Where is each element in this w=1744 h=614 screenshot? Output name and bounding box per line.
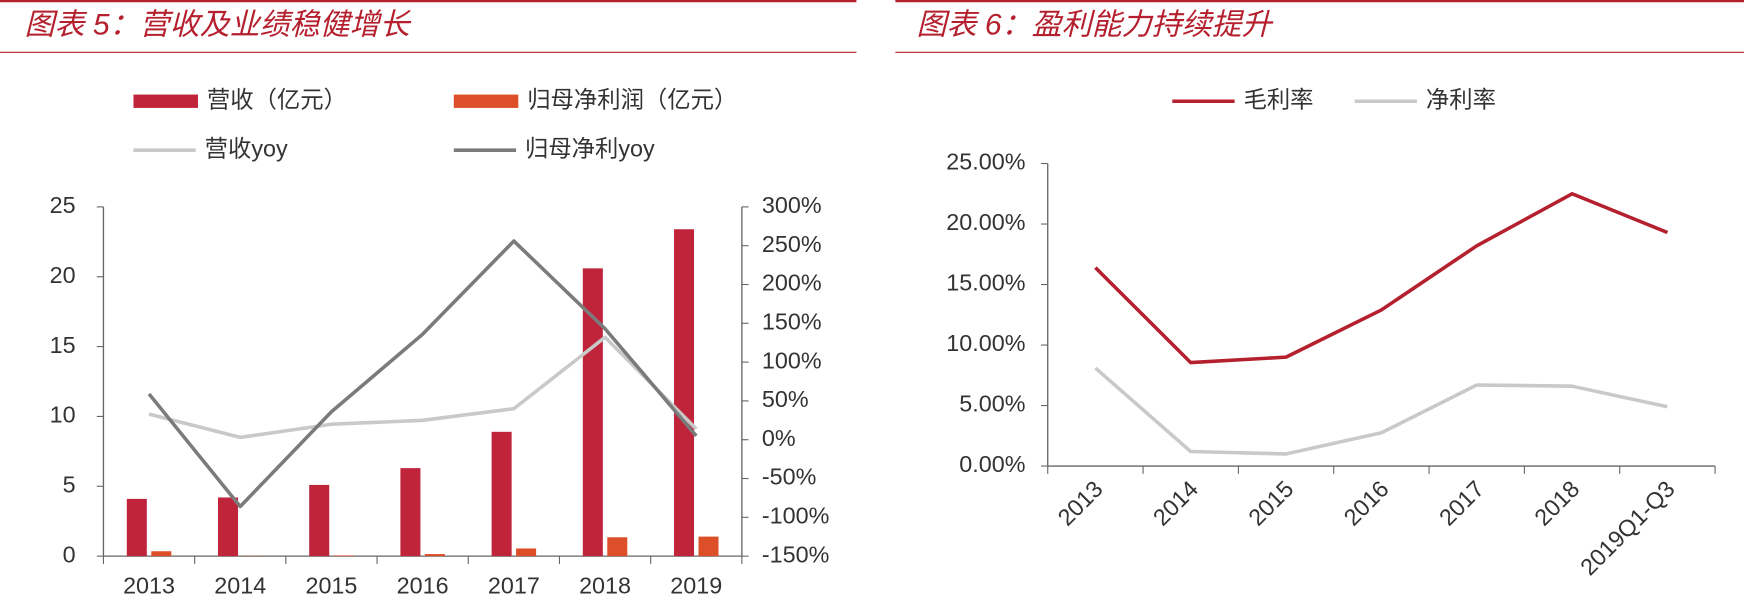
x-tick-label: 2013	[1053, 476, 1108, 531]
y-tick-label: 0	[63, 541, 76, 567]
y-tick-label: 25	[50, 192, 76, 218]
bar	[309, 484, 330, 557]
y-tick-label: 10.00%	[946, 330, 1025, 356]
y-tick-label: 5.00%	[959, 391, 1025, 417]
bar	[491, 431, 512, 557]
y-tick-label: 20	[50, 262, 76, 288]
y-tick-label: 15.00%	[946, 270, 1025, 296]
bar	[400, 468, 421, 557]
line-series	[148, 335, 698, 440]
chart: 图表 5：营收及业绩稳健增长 0 5 10 15 20 25 -150% -100% -50% 0%…	[0, 0, 857, 598]
legend-label: 净利率	[1426, 86, 1496, 112]
x-tick-label: 2018	[579, 572, 631, 598]
y2-tick-label: 150%	[762, 308, 822, 334]
y2-tick-label: 100%	[762, 347, 822, 373]
line-series	[1094, 191, 1669, 365]
y-tick-label: 20.00%	[946, 209, 1025, 235]
chart: 图表 6：盈利能力持续提升 0.00% 5.00% 10.00% 15.00% 20.00…	[895, 0, 1744, 581]
legend-swatch	[453, 94, 519, 108]
y-tick-label: 15	[50, 332, 76, 358]
x-tick-label: 2017	[488, 572, 540, 598]
bar	[607, 537, 628, 557]
x-tick-label: 2016	[397, 572, 449, 598]
bar	[698, 536, 719, 557]
x-tick-label: 2014	[1148, 476, 1203, 531]
legend-label: 毛利率	[1243, 86, 1313, 112]
x-tick-label: 2014	[214, 572, 266, 598]
bar	[333, 555, 354, 557]
bar	[674, 229, 695, 557]
line-series	[147, 239, 698, 509]
line-series	[1094, 366, 1668, 456]
legend-label: 营收yoy	[205, 135, 288, 161]
bar	[126, 498, 147, 557]
y2-tick-label: 200%	[762, 270, 822, 296]
y2-tick-label: 300%	[762, 192, 822, 218]
y-tick-label: 25.00%	[946, 149, 1025, 175]
legend-swatch	[133, 94, 198, 108]
chart-title: 图表 5：营收及业绩稳健增长	[24, 9, 411, 42]
y-tick-label: 5	[63, 471, 76, 497]
bar	[582, 268, 603, 557]
x-tick-label: 2019Q1-Q3	[1575, 476, 1680, 581]
bar	[151, 551, 172, 557]
x-tick-label: 2015	[305, 572, 357, 598]
x-tick-label: 2017	[1434, 476, 1489, 531]
y-tick-label: 0.00%	[959, 451, 1025, 477]
bar	[516, 548, 537, 557]
legend-label: 归母净利yoy	[525, 135, 655, 161]
y2-tick-label: -50%	[762, 464, 817, 490]
x-tick-label: 2013	[123, 572, 175, 598]
legend-label: 归母净利润（亿元）	[527, 86, 737, 112]
y-tick-label: 10	[50, 402, 76, 428]
x-tick-label: 2018	[1529, 476, 1584, 531]
legend-label: 营收（亿元）	[207, 86, 347, 112]
x-tick-label: 2016	[1339, 476, 1394, 531]
bar	[218, 497, 239, 557]
y2-tick-label: 0%	[762, 425, 796, 451]
bar	[424, 554, 445, 557]
y2-tick-label: -100%	[762, 503, 829, 529]
y2-tick-label: 250%	[762, 231, 822, 257]
y2-tick-label: 50%	[762, 386, 809, 412]
x-tick-label: 2019	[670, 572, 722, 598]
chart-title: 图表 6：盈利能力持续提升	[916, 9, 1273, 42]
y2-tick-label: -150%	[762, 541, 829, 567]
x-tick-label: 2015	[1243, 476, 1298, 531]
